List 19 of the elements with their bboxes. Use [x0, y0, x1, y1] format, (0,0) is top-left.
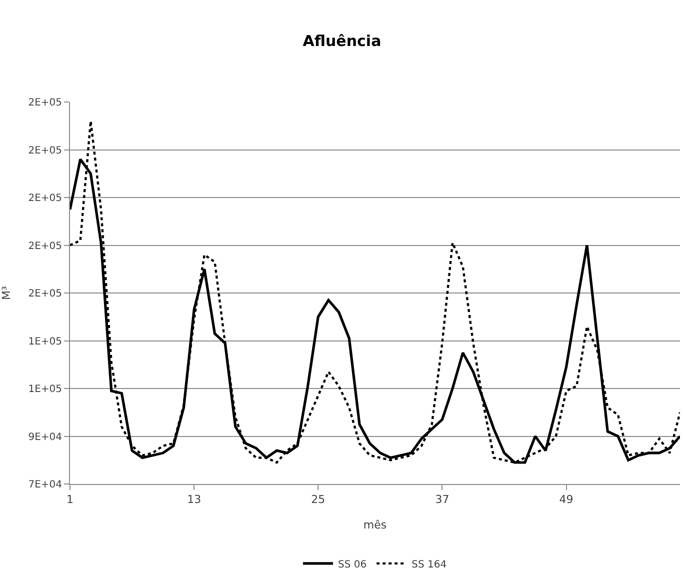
y-tick-label: 9E+04 [28, 432, 62, 443]
y-tick-label: 2E+05 [28, 98, 62, 108]
chart-title: Afluência [302, 32, 382, 50]
y-tick-label: 2E+05 [28, 145, 62, 156]
legend-label: SS 06 [338, 559, 367, 570]
y-axis-title: M³ [0, 286, 13, 300]
x-tick-label: 25 [311, 493, 326, 506]
y-tick-label: 1E+05 [28, 336, 62, 348]
y-tick-label: 2E+05 [28, 240, 62, 252]
y-tick-label: 7E+04 [28, 480, 62, 490]
x-tick-label: 1 [66, 493, 74, 506]
y-tick-label: 2E+05 [28, 288, 62, 300]
x-axis-title: mês [363, 518, 387, 532]
y-tick-label: 2E+05 [28, 193, 62, 204]
x-tick-label: 37 [435, 493, 450, 506]
legend-label: SS 164 [412, 559, 447, 570]
x-tick-label: 13 [187, 493, 202, 506]
x-tick-label: 49 [559, 493, 574, 506]
y-tick-label: 1E+05 [28, 384, 62, 395]
